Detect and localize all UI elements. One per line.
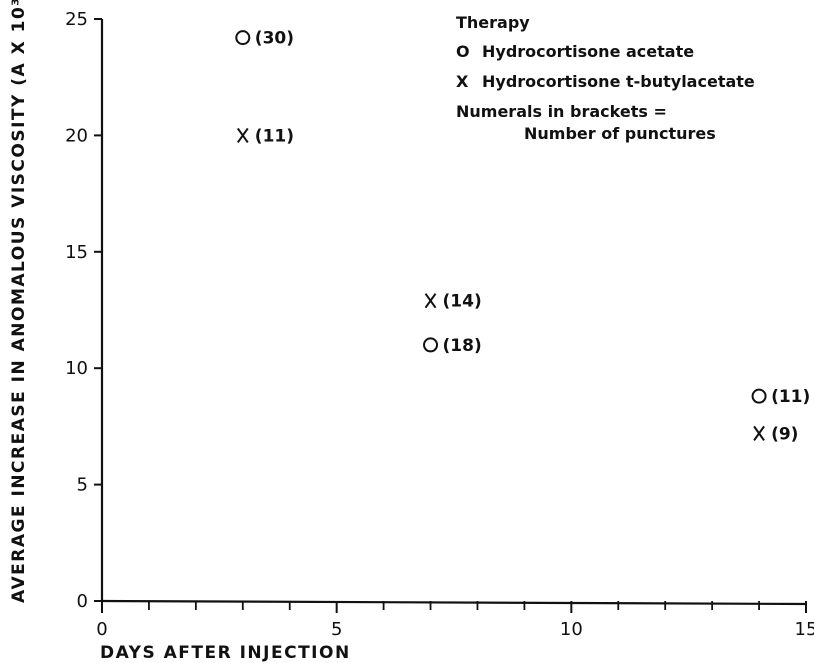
legend-marker-x: X [456, 72, 469, 91]
data-points: (30) (18) (11) (11) (14) (9) [235, 29, 810, 444]
marker-hydrocortisone-t-butylacetate [753, 425, 765, 441]
ticks [94, 18, 807, 613]
point-label: (18) [443, 336, 482, 356]
x-axis-title: DAYS AFTER INJECTION [100, 643, 351, 663]
point-label: (9) [771, 424, 798, 444]
x-tick-label: 10 [560, 619, 583, 640]
marker-hydrocortisone-t-butylacetate [236, 127, 249, 143]
y-tick-label: 0 [77, 591, 88, 612]
legend-marker-o: O [456, 42, 470, 61]
marker-hydrocortisone-acetate [423, 337, 439, 353]
marker-hydrocortisone-t-butylacetate [424, 293, 437, 309]
x-axis-line [101, 599, 807, 606]
x-tick-label: 5 [331, 619, 342, 640]
legend-note-line-2: Number of punctures [524, 124, 716, 143]
legend: Therapy O Hydrocortisone acetate X Hydro… [456, 13, 755, 143]
marker-hydrocortisone-acetate [235, 30, 251, 46]
y-tick-label: 25 [65, 9, 88, 30]
y-tick-label: 5 [77, 475, 88, 496]
point-label: (11) [255, 126, 294, 146]
y-tick-label: 10 [65, 358, 88, 379]
point-label: (30) [255, 29, 294, 49]
legend-label-hydrocortisone-t-butylacetate: Hydrocortisone t-butylacetate [482, 72, 755, 91]
x-tick-label: 0 [96, 619, 107, 640]
y-tick-label: 15 [65, 242, 88, 263]
axes [100, 19, 807, 606]
marker-stroke [236, 127, 249, 143]
x-tick-label: 15 [795, 619, 814, 640]
y-axis-title: AVERAGE INCREASE IN ANOMALOUS VISCOSITY … [9, 0, 29, 603]
legend-note-line-1: Numerals in brackets = [456, 102, 667, 121]
legend-title: Therapy [456, 13, 530, 32]
point-label: (11) [771, 387, 810, 407]
tick-labels: 0 5 10 15 0 5 10 15 20 25 [65, 9, 814, 640]
marker-hydrocortisone-acetate [751, 388, 767, 404]
point-label: (14) [443, 292, 482, 312]
legend-label-hydrocortisone-acetate: Hydrocortisone acetate [482, 42, 694, 61]
marker-stroke [753, 425, 765, 441]
y-tick-label: 20 [65, 125, 88, 146]
marker-stroke [424, 293, 437, 309]
